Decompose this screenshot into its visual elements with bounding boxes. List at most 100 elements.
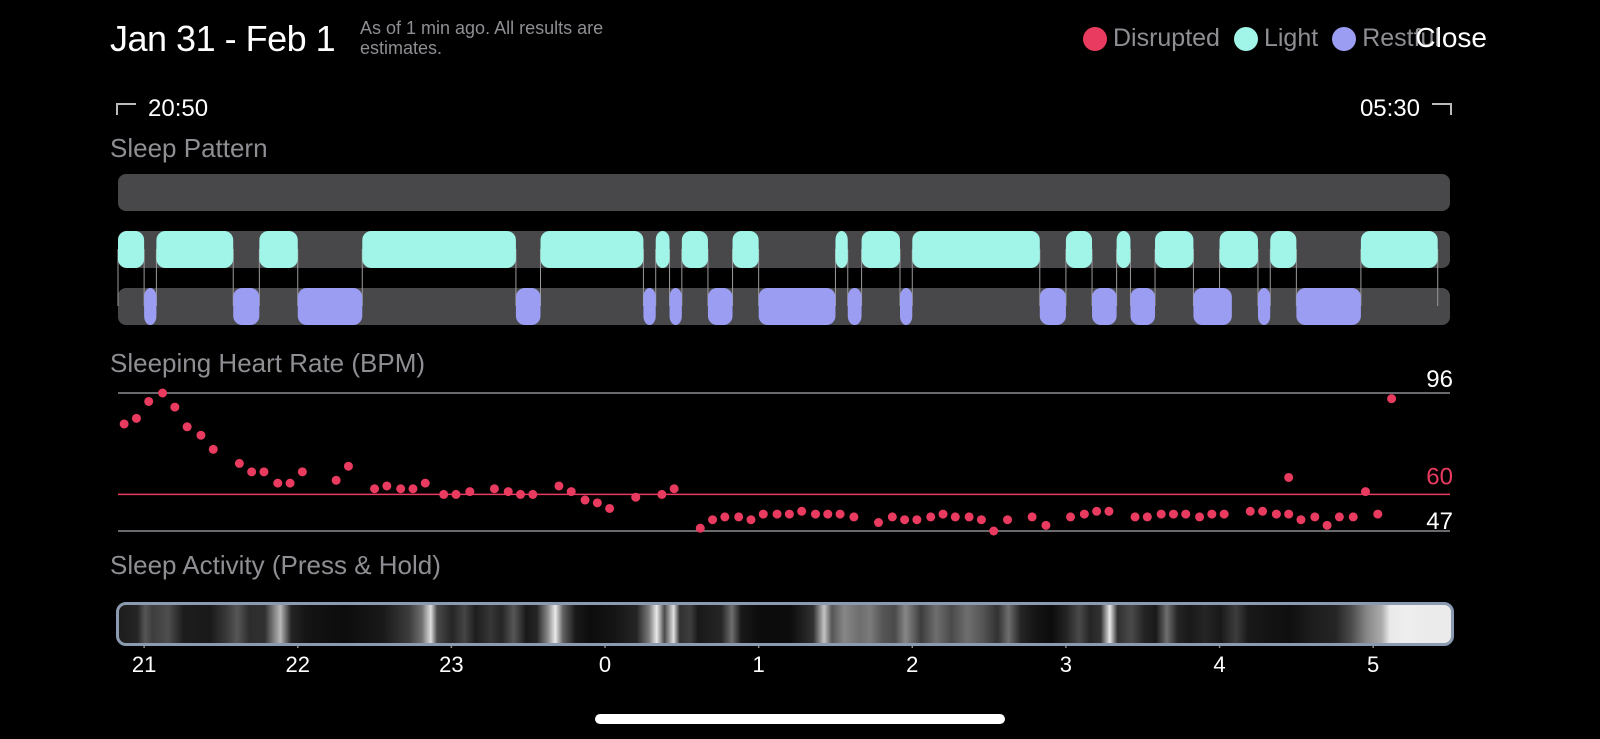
start-bracket-icon bbox=[116, 103, 136, 115]
restful-sleep-segment bbox=[515, 288, 541, 325]
hr-point bbox=[516, 489, 526, 499]
hr-point bbox=[528, 489, 538, 499]
hr-point bbox=[797, 506, 807, 516]
hr-point bbox=[887, 512, 897, 522]
restful-sleep-segment bbox=[707, 288, 733, 325]
hr-point bbox=[784, 509, 794, 519]
light-sleep-segment bbox=[861, 231, 900, 268]
hr-point bbox=[503, 487, 513, 497]
hr-point bbox=[408, 484, 418, 494]
estimate-note: As of 1 min ago. All results are estimat… bbox=[360, 18, 604, 58]
x-tick-label: 5 bbox=[1367, 652, 1379, 677]
hr-point bbox=[964, 512, 974, 522]
hr-point bbox=[1373, 509, 1383, 519]
light-sleep-segment bbox=[156, 231, 234, 268]
hr-point bbox=[720, 512, 730, 522]
hr-point bbox=[1003, 515, 1013, 525]
light-sleep-segment bbox=[1270, 231, 1297, 268]
hr-point bbox=[849, 512, 859, 522]
sleep-activity-bar[interactable] bbox=[116, 602, 1454, 646]
hr-point bbox=[144, 396, 154, 406]
hr-point bbox=[631, 492, 641, 502]
restful-sleep-segment bbox=[847, 288, 862, 325]
light-sleep-segment bbox=[732, 231, 759, 268]
hr-point bbox=[976, 515, 986, 525]
hr-point bbox=[580, 495, 590, 505]
hr-point bbox=[938, 509, 948, 519]
date-range-title: Jan 31 - Feb 1 bbox=[110, 18, 336, 59]
sleep-track-0 bbox=[118, 174, 1450, 211]
legend-disrupted: Disrupted bbox=[1082, 24, 1220, 53]
hr-point bbox=[810, 509, 820, 519]
hr-max-label: 96 bbox=[1426, 366, 1453, 393]
hr-point bbox=[1181, 509, 1191, 519]
hr-min-label: 47 bbox=[1426, 508, 1453, 535]
hr-point bbox=[1245, 506, 1255, 516]
hr-point bbox=[396, 484, 406, 494]
restful-sleep-segment bbox=[297, 288, 363, 325]
hr-point bbox=[285, 478, 295, 488]
hr-point bbox=[566, 487, 576, 497]
x-tick-label: 2 bbox=[906, 652, 918, 677]
hr-point bbox=[1258, 506, 1268, 516]
restful-dot-icon bbox=[1332, 26, 1357, 51]
restful-sleep-segment bbox=[643, 288, 656, 325]
hr-point bbox=[873, 518, 883, 528]
end-time-label: 05:30 bbox=[1359, 95, 1420, 122]
hr-point bbox=[331, 475, 341, 485]
light-sleep-segment bbox=[655, 231, 670, 268]
hr-point bbox=[297, 467, 307, 477]
light-sleep-segment bbox=[1155, 231, 1194, 268]
light-sleep-segment bbox=[259, 231, 298, 268]
hr-point bbox=[1092, 506, 1102, 516]
hr-point bbox=[273, 478, 283, 488]
hr-point bbox=[746, 515, 756, 525]
legend-light: Light bbox=[1233, 24, 1318, 53]
light-sleep-segment bbox=[362, 231, 516, 268]
hr-point bbox=[1027, 512, 1037, 522]
hr-point bbox=[247, 467, 257, 477]
heart-rate-title: Sleeping Heart Rate (BPM) bbox=[110, 348, 426, 378]
home-indicator[interactable] bbox=[595, 714, 1005, 724]
hr-point bbox=[1296, 515, 1306, 525]
hr-point bbox=[592, 498, 602, 508]
restful-sleep-segment bbox=[233, 288, 260, 325]
start-time: 20:50 bbox=[116, 95, 208, 123]
hr-point bbox=[1195, 512, 1205, 522]
x-tick-label: 4 bbox=[1213, 652, 1225, 677]
activity-title: Sleep Activity (Press & Hold) bbox=[110, 550, 441, 580]
light-sleep-segment bbox=[681, 231, 708, 268]
hr-point bbox=[1348, 512, 1358, 522]
hr-point bbox=[451, 489, 461, 499]
hr-point bbox=[695, 523, 705, 533]
hr-point bbox=[259, 467, 269, 477]
end-time: 05:30 bbox=[1360, 95, 1452, 123]
hr-point bbox=[208, 444, 218, 454]
restful-sleep-segment bbox=[758, 288, 836, 325]
hr-point bbox=[1104, 506, 1114, 516]
hr-point bbox=[439, 489, 449, 499]
hr-point bbox=[119, 419, 129, 429]
hr-point bbox=[343, 461, 353, 471]
hr-point bbox=[1130, 512, 1140, 522]
close-button[interactable]: Close bbox=[1415, 22, 1487, 53]
hr-point bbox=[1079, 509, 1089, 519]
hr-point bbox=[835, 509, 845, 519]
hr-point bbox=[669, 484, 679, 494]
hr-point bbox=[420, 478, 430, 488]
hr-point bbox=[1168, 509, 1178, 519]
hr-point bbox=[926, 512, 936, 522]
time-axis: 21 22 23 0 1 2 3 4 5 bbox=[132, 636, 1379, 677]
hr-point bbox=[1334, 512, 1344, 522]
light-sleep-segment bbox=[1219, 231, 1258, 268]
legend: Disrupted Light Restful bbox=[1082, 24, 1440, 53]
hr-point bbox=[170, 402, 180, 412]
legend-restful: Restful bbox=[1332, 24, 1440, 53]
hr-point bbox=[912, 515, 922, 525]
restful-sleep-segment bbox=[899, 288, 913, 325]
hr-point bbox=[554, 481, 564, 491]
light-sleep-segment bbox=[1116, 231, 1131, 268]
hr-reference-label: 60 bbox=[1426, 463, 1453, 490]
sleep-pattern-chart bbox=[117, 174, 1450, 325]
light-sleep-segment bbox=[540, 231, 644, 268]
